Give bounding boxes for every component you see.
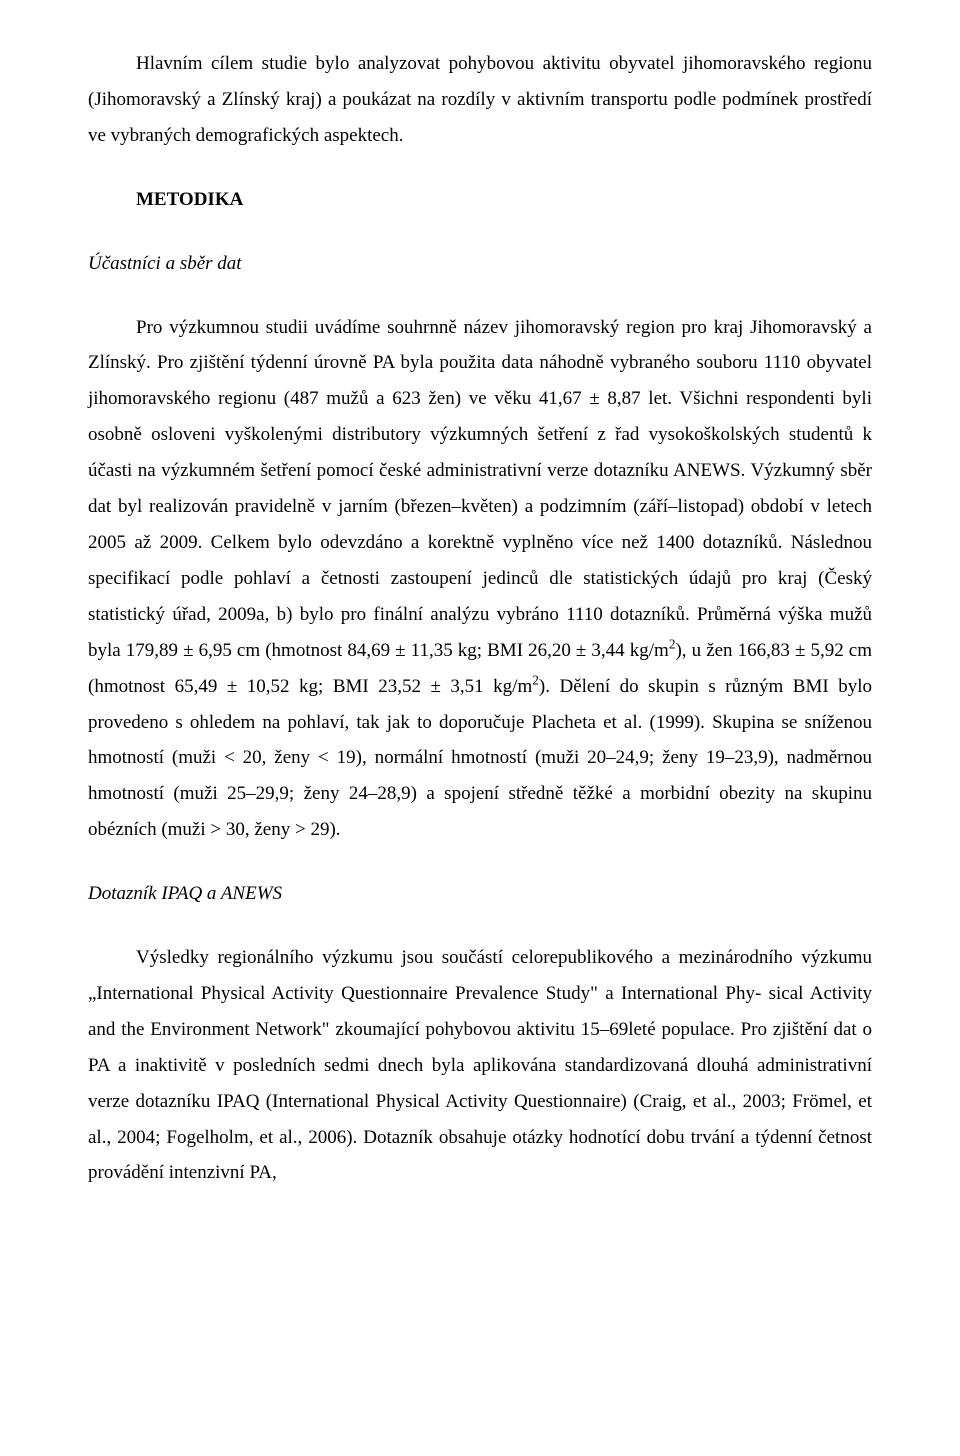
intro-paragraph: Hlavním cílem studie bylo analyzovat poh…	[88, 46, 872, 154]
methods-text-a: Pro výzkumnou studii uvádíme souhrnně ná…	[88, 317, 872, 661]
methods-paragraph: Pro výzkumnou studii uvádíme souhrnně ná…	[88, 310, 872, 849]
superscript-2b: 2	[532, 672, 539, 687]
subheading-dotaznik: Dotazník IPAQ a ANEWS	[88, 876, 872, 912]
subheading-ucastnici: Účastníci a sběr dat	[88, 246, 872, 282]
questionnaire-paragraph: Výsledky regionálního výzkumu jsou součá…	[88, 940, 872, 1191]
section-heading-metodika: METODIKA	[88, 182, 872, 218]
methods-text-c: ). Dělení do skupin s různým BMI bylo pr…	[88, 676, 872, 841]
